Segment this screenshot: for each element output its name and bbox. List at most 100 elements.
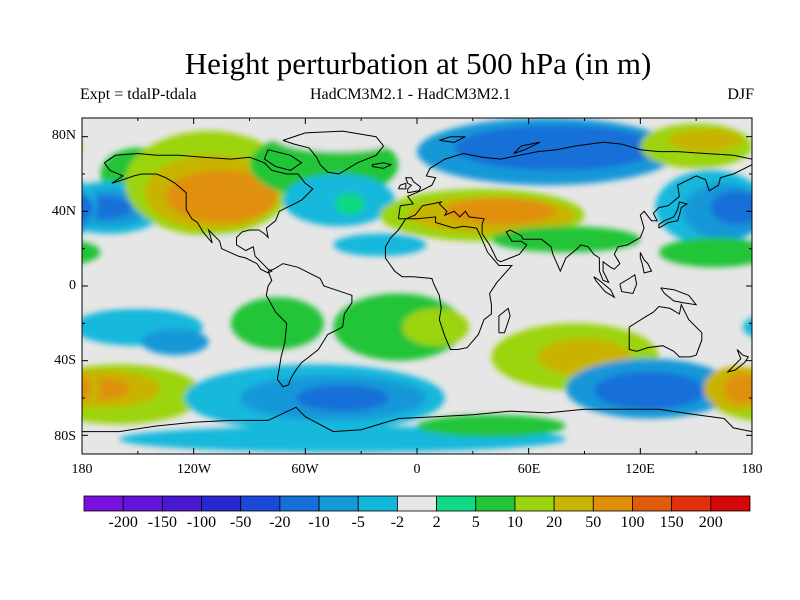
field-npac-low-core xyxy=(746,200,752,215)
coastline-eurasia xyxy=(397,141,752,284)
coastline-new-zealand xyxy=(726,349,750,373)
coastline-africa xyxy=(384,216,514,350)
field-antarctic-ridge xyxy=(417,414,566,438)
colorbar-label: -10 xyxy=(308,514,330,531)
field-arctic-canada xyxy=(273,121,404,152)
colorbar-swatch xyxy=(514,495,555,512)
lat-label-80s: 80S xyxy=(54,429,76,444)
coastline-madagascar xyxy=(498,307,511,334)
coastline-australia xyxy=(628,303,703,358)
field-satl-ridge-core xyxy=(402,308,470,346)
colorbar-swatch xyxy=(632,495,673,512)
coastline-sumatra xyxy=(593,276,616,299)
colorbar-label: 150 xyxy=(659,514,684,531)
lon-label-60e: 60E xyxy=(517,462,541,477)
field-aus-ridge-core xyxy=(82,375,92,402)
field-epac-band xyxy=(184,235,278,262)
field-eurasia-low-core xyxy=(454,125,659,171)
lon-label-0: 0 xyxy=(413,462,421,477)
colorbar-swatch xyxy=(397,495,437,512)
colorbar-label: 200 xyxy=(698,514,723,531)
field-nwpac-low-core xyxy=(82,193,94,222)
colorbar-label: -5 xyxy=(351,514,365,531)
coastline-japan xyxy=(658,201,689,229)
lon-label-60w: 60W xyxy=(291,462,319,477)
lon-label-180e: 180 xyxy=(741,462,763,477)
coastline-britain xyxy=(405,177,422,194)
colorbar-swatch xyxy=(83,495,124,512)
colorbar-swatch xyxy=(201,495,242,512)
coastline-philippines xyxy=(639,252,653,274)
colorbar-label: -2 xyxy=(390,514,405,531)
field-sam-ridge xyxy=(230,297,324,350)
colorbar-swatch xyxy=(122,495,163,512)
colorbar-swatch xyxy=(279,495,320,512)
coastline-svalbard xyxy=(439,136,466,143)
field-europe-ridge-core xyxy=(445,198,557,225)
field-spac-low-core xyxy=(141,328,209,356)
colorbar-swatch xyxy=(592,495,633,512)
season-label: DJF xyxy=(727,86,754,103)
field-wpac-band xyxy=(659,237,752,268)
colorbar-label: -150 xyxy=(147,514,178,531)
models-label: HadCM3M2.1 - HadCM3M2.1 xyxy=(310,86,511,103)
colorbar-swatch xyxy=(436,495,477,512)
field-na-ridge-core xyxy=(165,170,278,223)
field-satl-low-core xyxy=(296,384,390,412)
field-natl-low-hole xyxy=(335,192,365,216)
lon-label-120e: 120E xyxy=(625,462,655,477)
field-sind-low-core xyxy=(593,371,706,410)
coastline-borneo xyxy=(619,273,638,295)
colorbar-swatch xyxy=(553,495,594,512)
coastline-north-america xyxy=(103,152,314,274)
field-india-band xyxy=(491,226,641,253)
colorbar-swatch xyxy=(161,495,202,512)
colorbar-swatch xyxy=(710,495,751,512)
lat-label-40n: 40N xyxy=(51,204,76,219)
colorbar-swatch xyxy=(318,495,359,512)
coastline-greenland xyxy=(282,130,385,175)
colorbar-label: -20 xyxy=(269,514,291,531)
field-nwpac-low-core xyxy=(711,190,752,225)
colorbar-label: 100 xyxy=(620,514,645,531)
lat-label-0: 0 xyxy=(69,278,76,293)
colorbar-label: -100 xyxy=(186,514,217,531)
field-wpac-band xyxy=(82,241,101,264)
coastline-novaya-zemlya xyxy=(513,141,541,154)
coastline-south-america xyxy=(265,263,353,388)
field-tropatl-low xyxy=(333,233,427,257)
lon-label-120w: 120W xyxy=(176,462,212,477)
colorbar-label: 5 xyxy=(471,514,480,531)
map-title: Height perturbation at 500 hPa (in m) xyxy=(184,46,652,81)
coastlines xyxy=(82,130,752,433)
coastline-ireland xyxy=(397,182,407,190)
coastline-baffin xyxy=(263,149,303,171)
colorbar-swatch xyxy=(357,495,398,512)
height-field xyxy=(82,118,800,454)
lat-label-80n: 80N xyxy=(51,128,76,143)
field-trop-pac xyxy=(82,267,194,305)
field-east-siberia-core xyxy=(668,129,743,152)
lat-label-40s: 40S xyxy=(54,353,76,368)
colorbar-label: 10 xyxy=(506,514,523,531)
coastline-antarctica xyxy=(82,406,752,433)
field-npac-outer xyxy=(771,148,800,200)
coastline-iceland xyxy=(371,162,393,169)
colorbar xyxy=(83,495,751,512)
colorbar-swatch xyxy=(240,495,281,512)
colorbar-swatch xyxy=(671,495,712,512)
field-trop-pac xyxy=(752,267,800,304)
colorbar-label: 50 xyxy=(585,514,602,531)
map-ticks xyxy=(81,118,753,454)
colorbar-label: 20 xyxy=(546,514,563,531)
colorbar-label: -200 xyxy=(108,514,138,531)
field-spac-low-outer xyxy=(742,317,752,337)
field-aus-ridge-core xyxy=(724,373,752,404)
coastline-new-guinea xyxy=(660,287,698,306)
colorbar-label: -50 xyxy=(230,514,252,531)
colorbar-swatch xyxy=(475,495,516,512)
experiment-label: Expt = tdalP-tdala xyxy=(80,86,197,103)
lon-label-180w: 180 xyxy=(71,462,93,477)
colorbar-label: 2 xyxy=(432,514,441,531)
